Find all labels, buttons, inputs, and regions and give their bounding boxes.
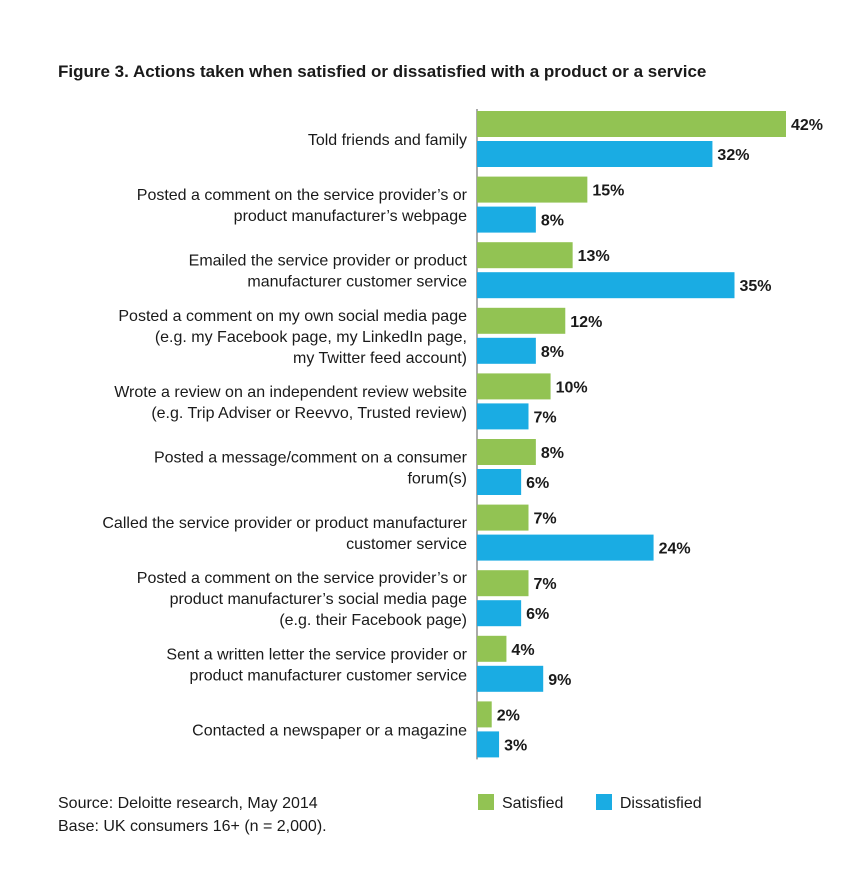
category-label: Called the service provider or product m…: [102, 515, 467, 553]
category-label-line: forum(s): [407, 471, 467, 488]
value-label-dissatisfied: 8%: [541, 213, 564, 230]
value-label-dissatisfied: 6%: [526, 606, 549, 623]
category-label-line: manufacturer customer service: [247, 274, 467, 291]
category-label-line: customer service: [346, 536, 467, 553]
bar-satisfied: [477, 504, 529, 531]
bar-dissatisfied: [477, 600, 522, 627]
category-label: Wrote a review on an independent review …: [114, 384, 467, 422]
category-label: Told friends and family: [308, 132, 467, 149]
value-label-dissatisfied: 32%: [717, 147, 749, 164]
category-label: Posted a comment on my own social media …: [118, 308, 467, 367]
category-label-line: Told friends and family: [308, 132, 467, 149]
category-label-line: Wrote a review on an independent review …: [114, 384, 467, 401]
category-label: Posted a message/comment on a consumer fo…: [154, 450, 468, 488]
value-label-satisfied: 8%: [541, 445, 564, 462]
bar-satisfied: [477, 570, 529, 597]
bar-satisfied: [477, 439, 536, 465]
bar-satisfied: [477, 635, 507, 662]
value-label-satisfied: 13%: [578, 248, 610, 265]
category-label-line: Sent a written letter the service provid…: [166, 646, 467, 663]
value-label-dissatisfied: 7%: [534, 409, 557, 426]
value-label-dissatisfied: 6%: [526, 475, 549, 492]
legend-swatch-satisfied: [478, 794, 494, 810]
value-label-satisfied: 4%: [511, 642, 534, 659]
category-label-line: (e.g. their Facebook page): [279, 612, 467, 629]
value-label-satisfied: 10%: [556, 379, 588, 396]
value-label-satisfied: 42%: [791, 117, 823, 134]
source-note: Source: Deloitte research, May 2014: [58, 795, 318, 812]
value-label-satisfied: 7%: [534, 511, 557, 528]
category-label-line: my Twitter feed account): [293, 350, 467, 367]
value-label-satisfied: 2%: [497, 707, 520, 724]
category-label-line: product manufacturer’s social media page: [170, 591, 467, 608]
bar-satisfied: [477, 701, 492, 728]
legend-label-dissatisfied: Dissatisfied: [619, 795, 702, 812]
category-label-line: Called the service provider or product m…: [102, 515, 467, 532]
category-label: Posted a comment on the service provider…: [137, 187, 468, 225]
bar-satisfied: [477, 373, 551, 400]
value-label-dissatisfied: 24%: [659, 541, 691, 558]
legend-label-satisfied: Satisfied: [502, 795, 564, 812]
chart-footer: Source: Deloitte research, May 2014 Base…: [58, 792, 327, 838]
category-label-line: Posted a comment on the service provider…: [137, 187, 468, 204]
bar-satisfied: [477, 176, 588, 203]
category-label-line: product manufacturer’s webpage: [234, 208, 467, 225]
bar-dissatisfied: [477, 141, 713, 167]
bar-dissatisfied: [477, 731, 500, 758]
bar-dissatisfied: [477, 337, 536, 364]
bar-satisfied: [477, 111, 786, 137]
category-label-line: Posted a comment on my own social media …: [118, 308, 467, 325]
base-note: Base: UK consumers 16+ (n = 2,000).: [58, 818, 327, 835]
labels-layer: Told friends and family 42% 32% Posted a co…: [102, 117, 823, 754]
category-label: Sent a written letter the service provid…: [166, 646, 467, 684]
category-label: Posted a comment on the service provider…: [137, 570, 468, 629]
category-label-line: Posted a message/comment on a consumer: [154, 450, 468, 467]
bar-dissatisfied: [477, 272, 735, 299]
legend-item-dissatisfied: Dissatisfied: [595, 792, 702, 815]
category-label: Contacted a newspaper or a magazine: [192, 722, 467, 739]
legend-swatch-dissatisfied: [595, 794, 612, 810]
category-label-line: Contacted a newspaper or a magazine: [192, 722, 467, 739]
value-label-satisfied: 12%: [570, 314, 602, 331]
category-label-line: (e.g. Trip Adviser or Reevvo, Trusted re…: [151, 405, 467, 422]
value-label-dissatisfied: 8%: [541, 344, 564, 361]
bar-satisfied: [477, 242, 573, 269]
category-label-line: Emailed the service provider or product: [189, 253, 468, 270]
category-label-line: Posted a comment on the service provider…: [137, 570, 468, 587]
value-label-satisfied: 15%: [592, 183, 624, 200]
bars-layer: [477, 111, 786, 758]
value-label-satisfied: 7%: [534, 576, 557, 593]
bar-dissatisfied: [477, 534, 654, 561]
value-label-dissatisfied: 9%: [548, 672, 571, 689]
value-label-dissatisfied: 3%: [504, 737, 527, 754]
chart-title: Figure 3. Actions taken when satisfied o…: [58, 62, 707, 81]
bar-dissatisfied: [477, 469, 522, 495]
legend-item-satisfied: Satisfied: [478, 792, 563, 815]
category-label-line: (e.g. my Facebook page, my LinkedIn page…: [155, 329, 467, 346]
category-label: Emailed the service provider or product m…: [189, 253, 468, 291]
bar-dissatisfied: [477, 403, 529, 430]
category-label-line: product manufacturer customer service: [190, 667, 468, 684]
value-label-dissatisfied: 35%: [740, 278, 772, 295]
bar-satisfied: [477, 307, 566, 334]
bar-dissatisfied: [477, 665, 544, 692]
bar-dissatisfied: [477, 206, 536, 233]
legend: Satisfied Dissatisfied: [478, 792, 730, 815]
